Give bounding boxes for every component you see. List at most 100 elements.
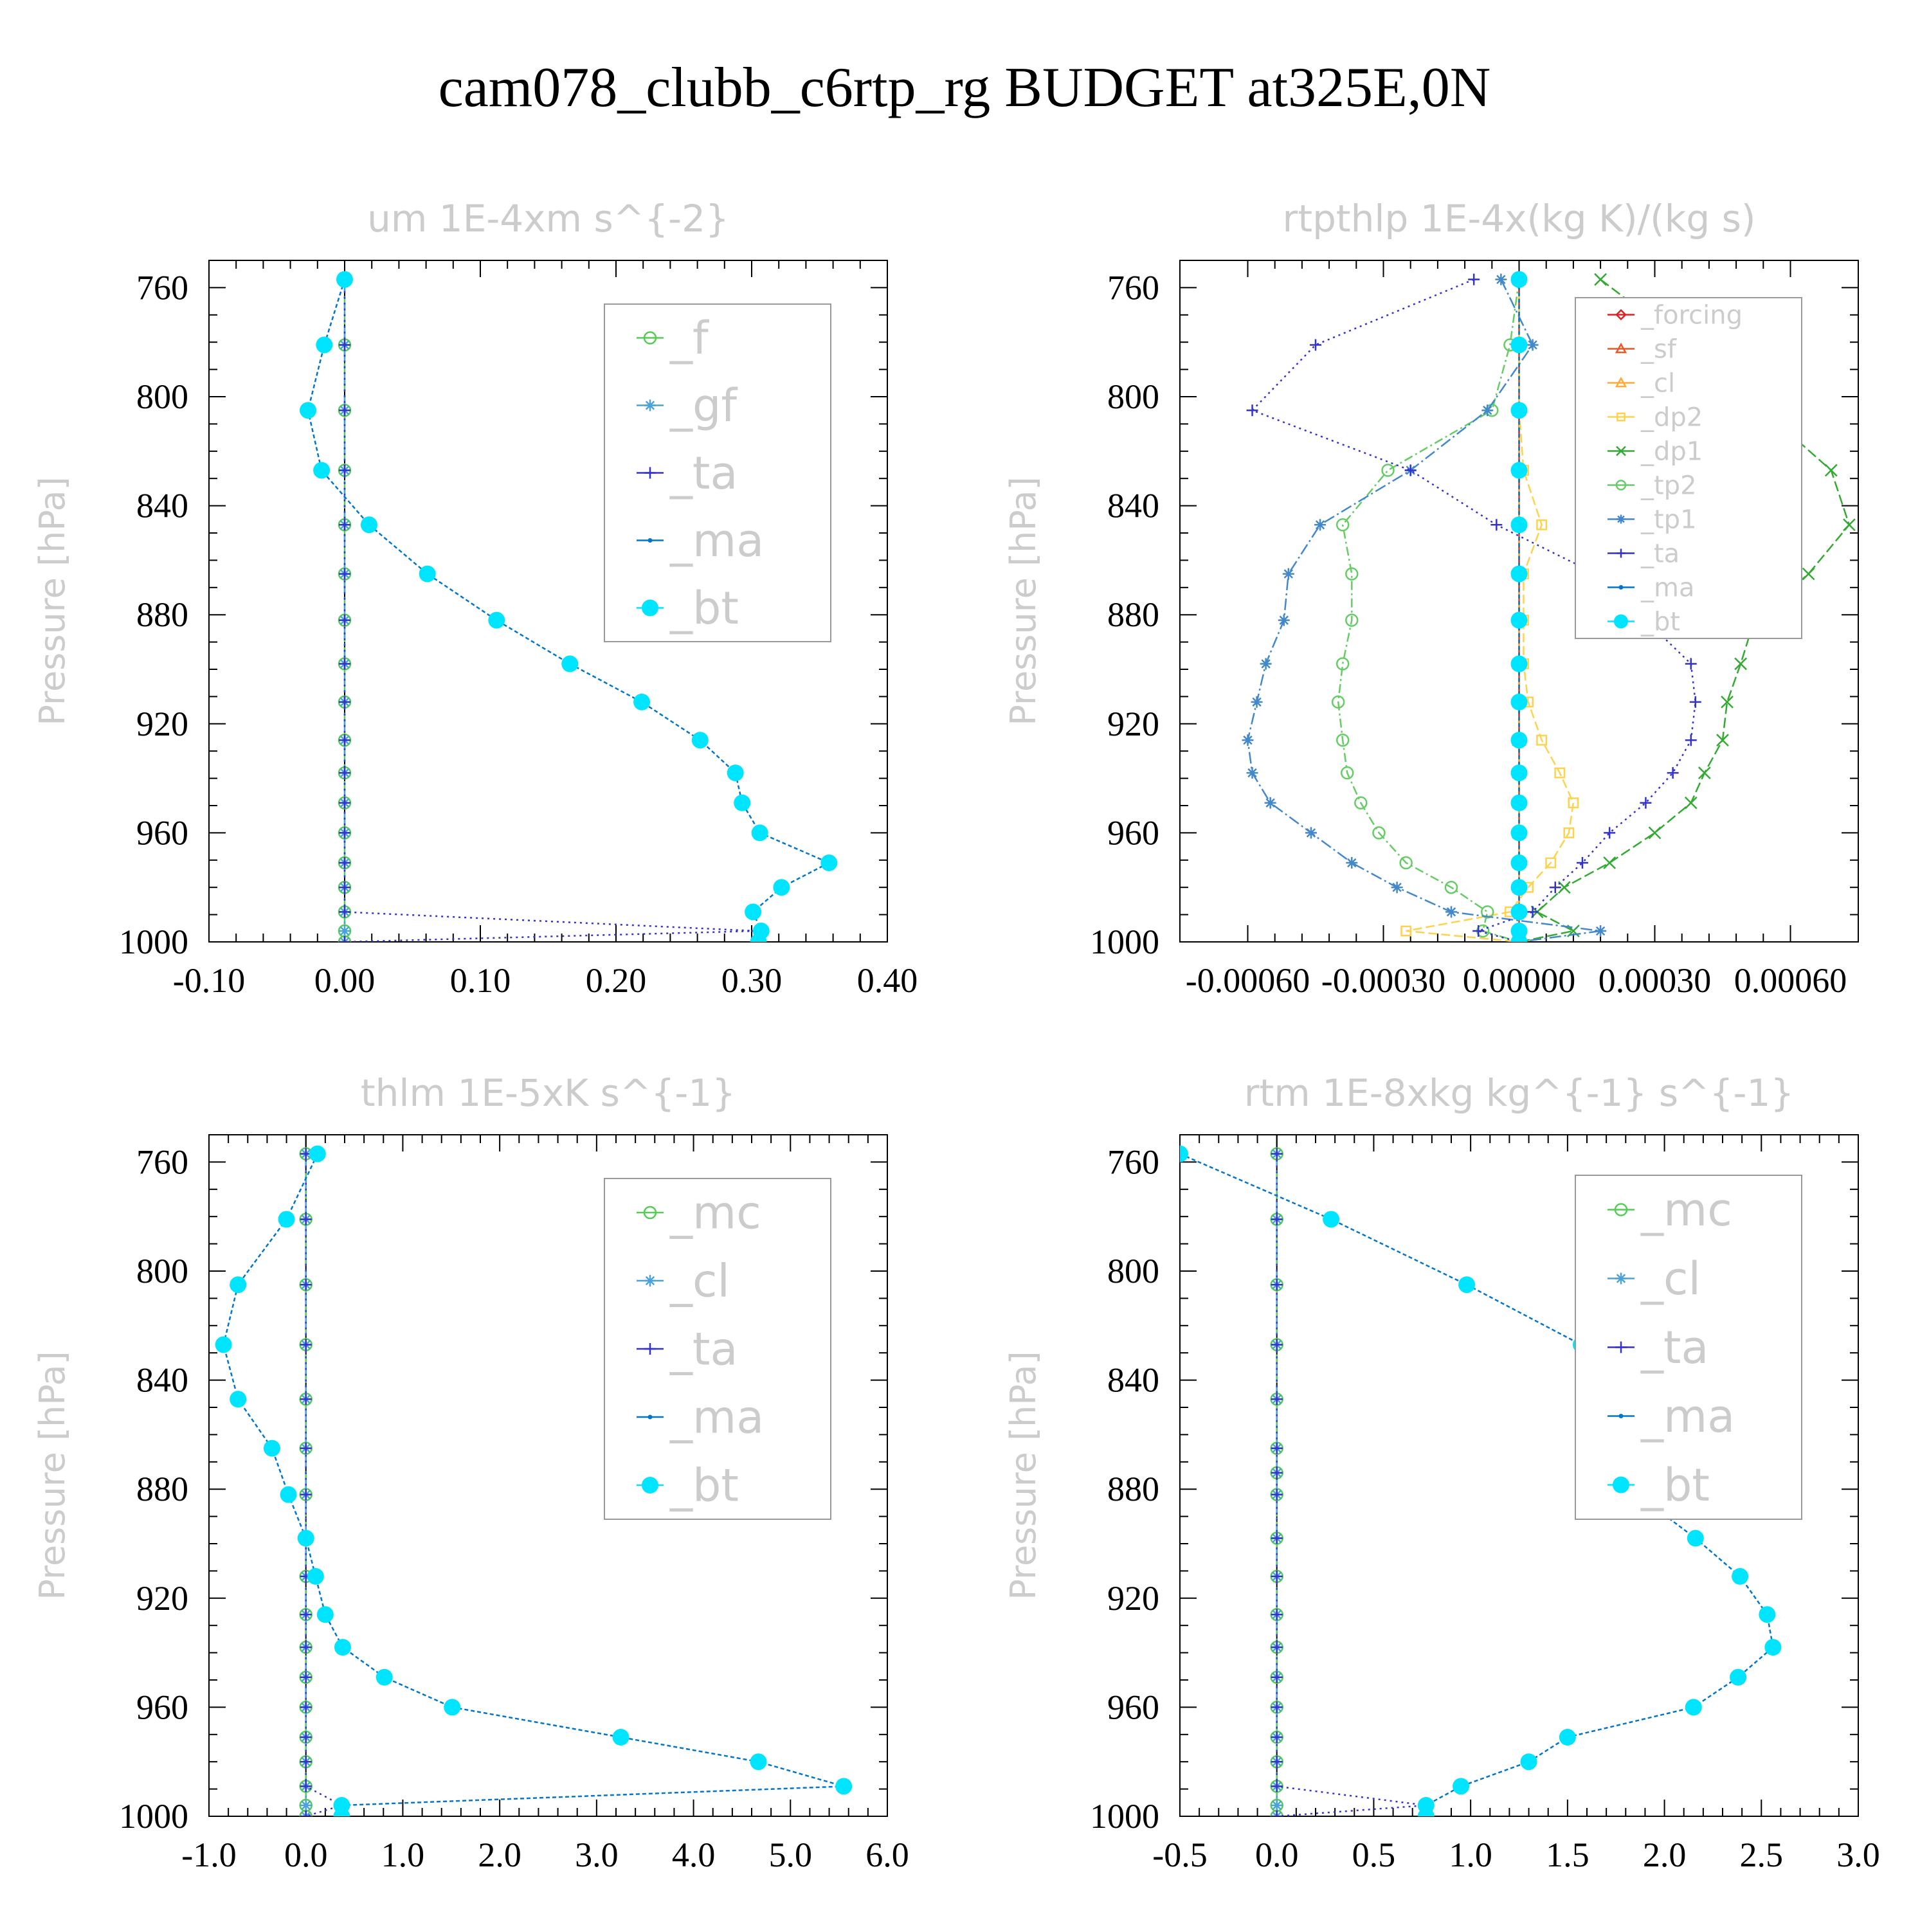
data-point — [230, 1391, 247, 1408]
data-point — [1594, 273, 1607, 286]
data-point — [1391, 881, 1403, 894]
data-point — [1271, 1532, 1283, 1544]
legend-label: _bt — [669, 582, 739, 635]
data-point — [1481, 905, 1494, 919]
data-point — [1468, 273, 1480, 285]
x-tick-label: -0.00060 — [1186, 961, 1310, 1000]
data-point — [307, 1567, 324, 1585]
legend-label: _ta — [1640, 539, 1680, 569]
legend-label: _mc — [669, 1187, 761, 1240]
x-tick-label: 0.40 — [857, 961, 918, 1000]
data-point — [835, 1778, 853, 1795]
data-point — [313, 462, 331, 479]
data-point — [300, 1609, 312, 1621]
data-point — [1549, 881, 1561, 894]
data-point — [339, 464, 350, 476]
data-point — [1271, 1148, 1283, 1160]
data-point — [1510, 854, 1528, 872]
y-tick-label: 960 — [1107, 813, 1159, 852]
data-point — [1346, 857, 1358, 869]
data-point — [1616, 446, 1626, 456]
data-point — [1246, 767, 1258, 779]
data-point — [1314, 519, 1327, 531]
panel-title: rtm 1E-8xkg kg^{-1} s^{-1} — [1244, 1071, 1795, 1115]
data-point — [1510, 934, 1528, 942]
y-axis-label: Pressure [hPa] — [32, 476, 73, 725]
data-point — [444, 1699, 461, 1716]
data-point — [1614, 614, 1628, 629]
legend-label: _cl — [669, 1255, 730, 1308]
data-point — [1734, 657, 1748, 671]
series-line — [1406, 279, 1575, 942]
data-point — [1802, 567, 1815, 581]
series-line — [343, 279, 757, 942]
legend-label: _gf — [669, 379, 738, 432]
data-point — [1510, 693, 1528, 710]
x-tick-label: 4.0 — [672, 1836, 716, 1874]
data-point — [1615, 1341, 1627, 1353]
data-point — [1354, 796, 1368, 810]
data-point — [1563, 827, 1575, 838]
x-tick-label: -0.5 — [1152, 1836, 1207, 1874]
data-point — [1685, 1699, 1702, 1716]
x-tick-label: 0.10 — [450, 961, 511, 1000]
panel-title: rtpthlp 1E-4x(kg K)/(kg s) — [1283, 197, 1756, 240]
data-point — [1536, 734, 1548, 746]
series-line — [1276, 1153, 1426, 1816]
x-tick-label: 0.0 — [1255, 1836, 1299, 1874]
data-point — [1510, 611, 1528, 629]
x-tick-label: 2.5 — [1740, 1836, 1784, 1874]
data-point — [1336, 657, 1350, 671]
y-tick-label: 840 — [1107, 487, 1159, 525]
data-point — [561, 655, 579, 673]
legend-label: _forcing — [1640, 301, 1743, 330]
x-tick-label: 1.0 — [1449, 1836, 1492, 1874]
data-point — [1271, 1756, 1283, 1768]
legend-label: _sf — [1640, 335, 1677, 365]
data-point — [1271, 1442, 1283, 1454]
plot-area — [1242, 271, 1856, 942]
y-tick-label: 840 — [136, 487, 188, 525]
data-point — [734, 794, 751, 811]
data-point — [300, 1810, 312, 1816]
data-point — [339, 827, 350, 839]
data-point — [1445, 906, 1457, 918]
data-point — [339, 568, 350, 580]
data-point — [300, 1279, 312, 1291]
data-point — [1271, 1488, 1283, 1501]
data-point — [1345, 613, 1359, 627]
y-tick-label: 1000 — [119, 1797, 188, 1836]
data-point — [300, 1756, 312, 1768]
data-point — [1615, 1272, 1627, 1285]
data-point — [316, 336, 333, 354]
data-point — [1271, 1467, 1283, 1479]
data-point — [1510, 732, 1528, 749]
data-point — [1271, 1780, 1283, 1792]
data-point — [297, 1530, 314, 1547]
data-point — [488, 611, 505, 629]
legend-label: _cl — [1640, 1252, 1701, 1305]
data-point — [1260, 658, 1272, 670]
data-point — [1331, 695, 1345, 709]
data-point — [1510, 462, 1528, 479]
legend-label: _tp1 — [1640, 505, 1697, 535]
legend-label: _dp1 — [1640, 437, 1703, 467]
data-point — [1305, 827, 1317, 839]
x-tick-label: 3.0 — [1836, 1836, 1880, 1874]
data-point — [300, 1488, 312, 1501]
data-point — [691, 732, 709, 749]
data-point — [339, 519, 350, 531]
plot-area — [215, 1145, 853, 1816]
data-point — [1545, 857, 1557, 869]
data-point — [751, 824, 768, 842]
y-tick-label: 880 — [136, 595, 188, 634]
data-point — [1271, 1279, 1283, 1291]
data-point — [300, 1780, 312, 1792]
y-tick-label: 920 — [1107, 705, 1159, 743]
legend-label: _f — [669, 312, 709, 365]
y-tick-label: 800 — [1107, 1252, 1159, 1290]
chart-panel-4: rtm 1E-8xkg kg^{-1} s^{-1} Pressure [hPa]… — [1003, 1071, 1880, 1874]
x-tick-label: 1.5 — [1546, 1836, 1589, 1874]
data-point — [339, 857, 350, 869]
